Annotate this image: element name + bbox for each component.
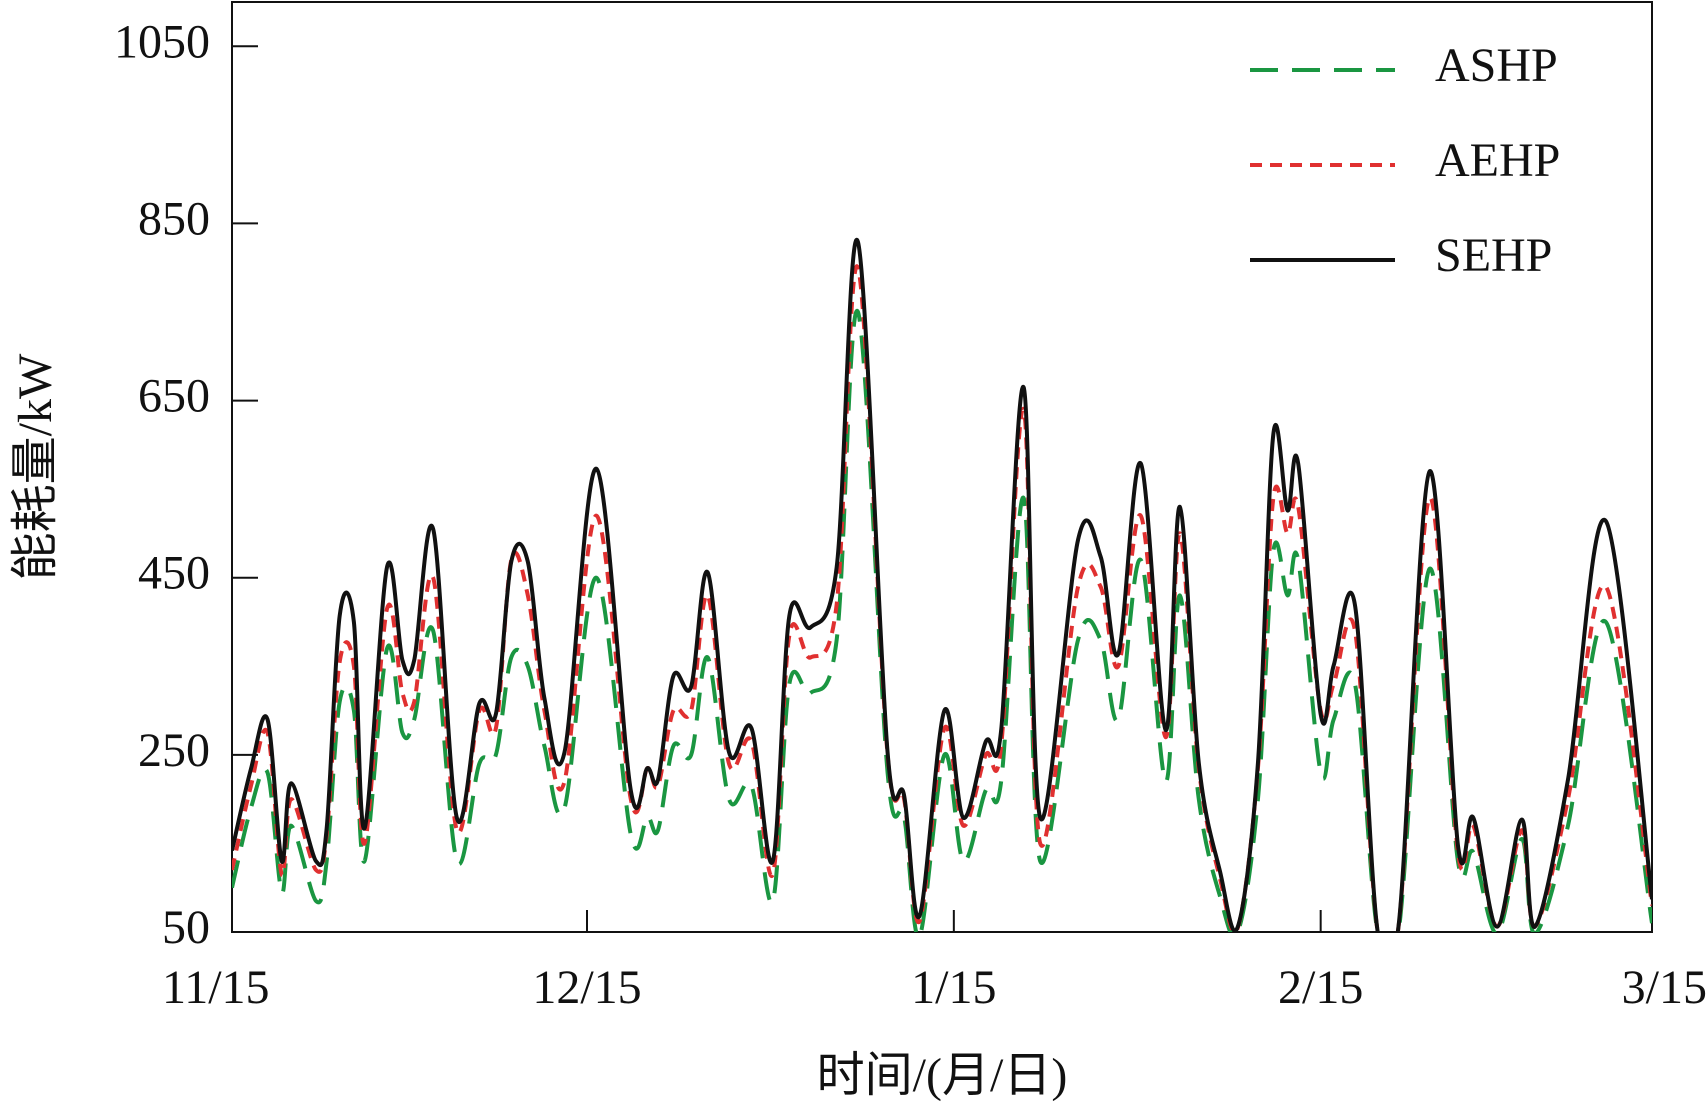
y-tick-label: 650 <box>138 370 210 423</box>
y-axis-label: 能耗量/kW <box>9 353 62 580</box>
line-series <box>232 237 1652 932</box>
y-tick-label: 850 <box>138 192 210 245</box>
x-axis-label: 时间/(月/日) <box>817 1049 1068 1102</box>
x-tick-label: 11/15 <box>162 961 270 1014</box>
x-tick-label: 12/15 <box>532 961 641 1014</box>
y-tick-label: 50 <box>162 901 210 954</box>
legend-label: AEHP <box>1435 134 1560 187</box>
x-tick-label: 1/15 <box>911 961 996 1014</box>
legend-label: SEHP <box>1435 229 1552 282</box>
y-tick-label: 1050 <box>114 15 210 68</box>
line-series <box>232 308 1652 932</box>
y-tick-label: 450 <box>138 547 210 600</box>
plot-area <box>232 237 1652 932</box>
plot-frame <box>231 1 1653 933</box>
x-tick-label: 3/15 <box>1622 961 1707 1014</box>
x-tick-label: 2/15 <box>1278 961 1363 1014</box>
y-tick-label: 250 <box>138 724 210 777</box>
legend-label: ASHP <box>1435 39 1558 92</box>
